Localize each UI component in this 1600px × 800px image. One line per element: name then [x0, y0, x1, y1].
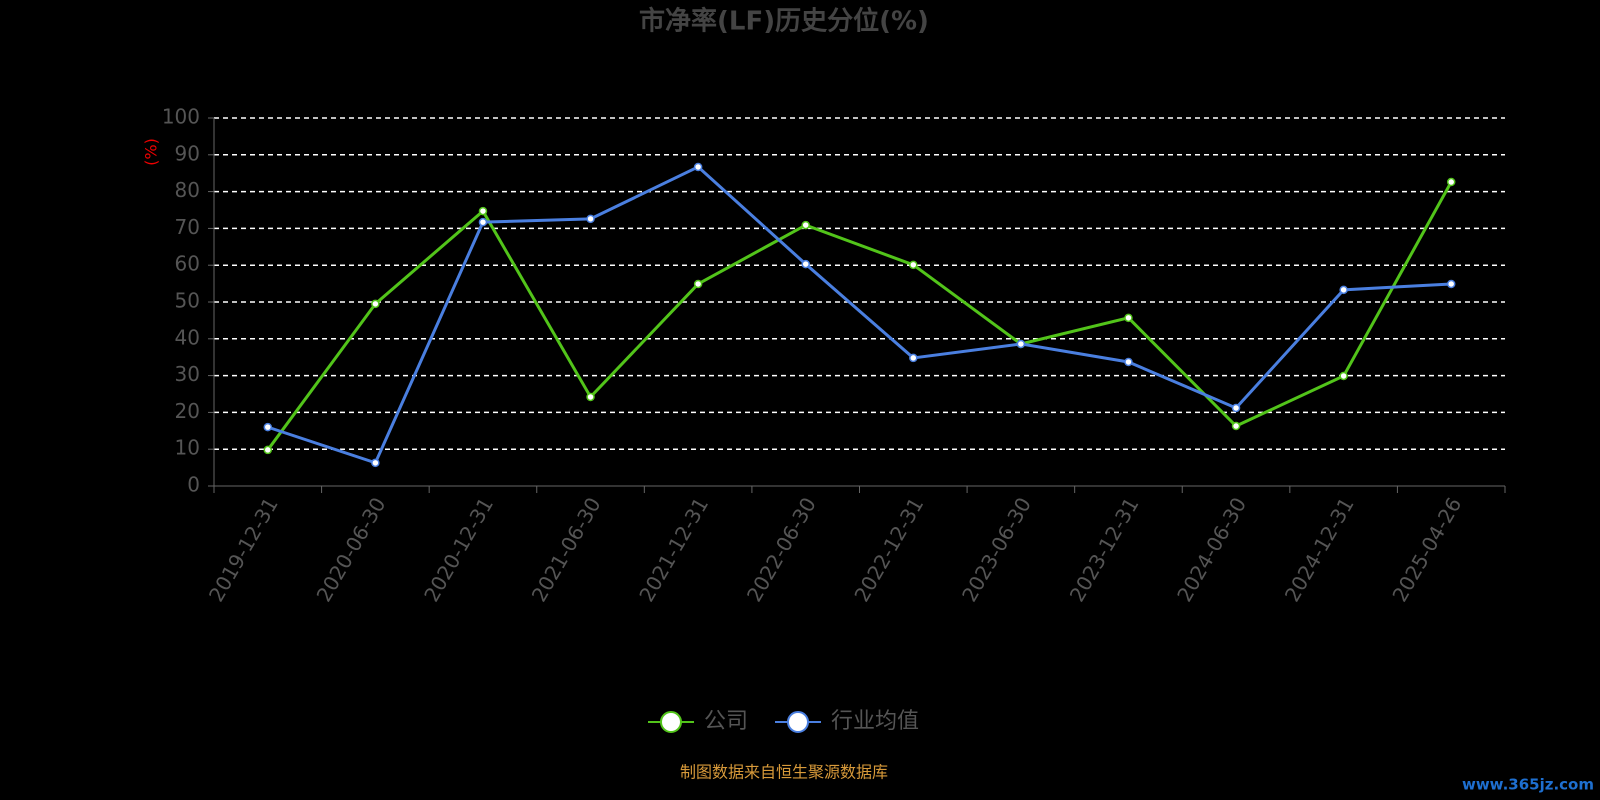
legend-label[interactable]: 公司 [704, 709, 748, 734]
x-tick-label: 2024-12-31 [1280, 493, 1359, 606]
y-tick-label: 20 [175, 399, 200, 423]
x-tick-label: 2022-06-30 [742, 493, 821, 606]
y-tick-label: 60 [175, 252, 200, 276]
data-point [1231, 421, 1241, 431]
x-tick-label: 2025-04-26 [1387, 493, 1466, 606]
series-line [266, 181, 1453, 451]
x-tick-label: 2019-12-31 [204, 493, 283, 606]
y-tick-label: 50 [175, 289, 200, 313]
legend-marker[interactable] [660, 711, 682, 733]
data-point [693, 162, 703, 172]
data-point [1124, 357, 1133, 367]
data-point [909, 353, 918, 363]
y-tick-label: 30 [175, 362, 200, 386]
data-point [909, 260, 918, 270]
y-tick-label: 90 [175, 141, 200, 165]
data-point [586, 214, 595, 224]
x-tick-label: 2020-06-30 [312, 493, 391, 606]
data-point [478, 217, 488, 227]
data-point [1446, 177, 1456, 187]
x-tick-label: 2023-06-30 [957, 493, 1036, 606]
data-point [1339, 371, 1348, 381]
data-point [1231, 403, 1241, 413]
y-tick-label: 0 [187, 473, 200, 497]
data-point [263, 445, 273, 455]
source-note: 制图数据来自恒生聚源数据库 [680, 763, 888, 782]
y-tick-label: 70 [175, 215, 200, 239]
data-point [1446, 279, 1456, 289]
legend-marker[interactable] [787, 711, 809, 733]
data-point [371, 299, 380, 309]
x-tick-label: 2023-12-31 [1065, 493, 1144, 606]
watermark: www.365jz.com [1462, 776, 1594, 794]
data-point [801, 259, 810, 269]
data-point [1124, 313, 1133, 323]
x-tick-label: 2024-06-30 [1172, 493, 1251, 606]
data-point [478, 206, 488, 216]
y-axis-label: (%) [142, 138, 161, 166]
chart-title: 市净率(LF)历史分位(%) [639, 6, 929, 37]
x-tick-label: 2022-12-31 [849, 493, 928, 606]
y-tick-label: 40 [175, 325, 200, 349]
series-line [267, 165, 1452, 465]
data-point [1339, 285, 1348, 295]
data-point [693, 279, 703, 289]
legend-label[interactable]: 行业均值 [831, 709, 919, 734]
x-tick-label: 2021-06-30 [527, 493, 606, 606]
data-point [586, 392, 595, 402]
data-point [263, 422, 273, 432]
x-tick-label: 2021-12-31 [634, 493, 713, 606]
y-tick-label: 100 [162, 105, 200, 129]
x-tick-label: 2020-12-31 [419, 493, 498, 606]
y-tick-label: 10 [175, 436, 200, 460]
data-point [801, 220, 810, 230]
y-tick-label: 80 [175, 178, 200, 202]
data-point [371, 458, 380, 468]
data-point [1016, 339, 1026, 349]
